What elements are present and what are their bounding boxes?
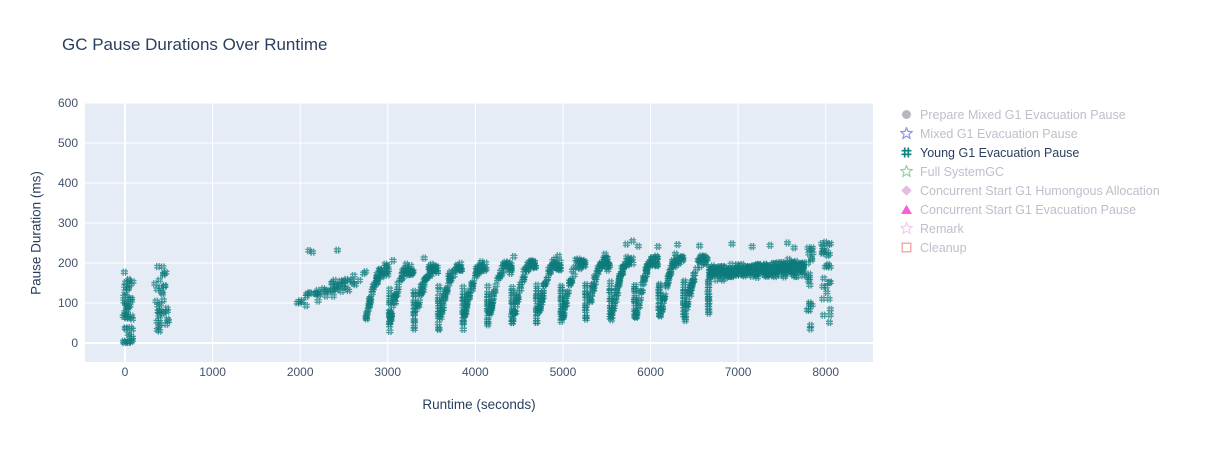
legend-item[interactable]: Remark: [898, 219, 1160, 238]
legend-item-label: Concurrent Start G1 Humongous Allocation: [920, 183, 1160, 198]
x-tick-label: 6000: [637, 365, 664, 379]
y-tick-label: 0: [71, 336, 78, 350]
plot-area[interactable]: [85, 103, 873, 362]
legend-item[interactable]: Prepare Mixed G1 Evacuation Pause: [898, 105, 1160, 124]
legend-item[interactable]: Cleanup: [898, 238, 1160, 257]
circle-fill-marker-icon: [898, 108, 914, 121]
x-tick-label: 3000: [374, 365, 402, 379]
legend: Prepare Mixed G1 Evacuation Pause Mixed G…: [898, 105, 1160, 257]
x-tick-label: 4000: [462, 365, 489, 379]
triangle-fill-marker-icon: [898, 203, 914, 216]
x-tick-label: 8000: [812, 365, 840, 379]
x-tick-label: 2000: [286, 365, 314, 379]
y-axis-title: Pause Duration (ms): [28, 171, 44, 295]
y-tick-label: 400: [57, 176, 78, 190]
square-open-marker-icon: [898, 241, 914, 254]
x-axis-title: Runtime (seconds): [422, 397, 536, 412]
legend-item-label: Full SystemGC: [920, 164, 1005, 179]
legend-item[interactable]: Concurrent Start G1 Evacuation Pause: [898, 200, 1160, 219]
chart-title: GC Pause Durations Over Runtime: [62, 35, 328, 54]
hash-marker-icon: [898, 146, 914, 159]
y-tick-label: 100: [57, 296, 78, 310]
star-open-marker-icon: [898, 165, 914, 178]
diamond-fill-marker-icon: [898, 184, 914, 197]
legend-item-label: Young G1 Evacuation Pause: [920, 145, 1080, 160]
legend-item-label: Concurrent Start G1 Evacuation Pause: [920, 202, 1137, 217]
x-tick-label: 0: [121, 365, 129, 379]
legend-item-label: Prepare Mixed G1 Evacuation Pause: [920, 107, 1126, 122]
y-tick-label: 500: [57, 136, 78, 150]
star-open-marker-icon: [898, 127, 914, 140]
legend-item-label: Cleanup: [920, 240, 967, 255]
x-tick-label: 5000: [549, 365, 577, 379]
x-tick-label: 7000: [724, 365, 752, 379]
x-tick-label: 1000: [199, 365, 226, 379]
legend-item[interactable]: Full SystemGC: [898, 162, 1160, 181]
legend-item[interactable]: Young G1 Evacuation Pause: [898, 143, 1160, 162]
y-tick-label: 300: [57, 216, 78, 230]
legend-item-label: Remark: [920, 221, 964, 236]
star-open-marker-icon: [898, 222, 914, 235]
y-tick-label: 200: [57, 256, 78, 270]
legend-item-label: Mixed G1 Evacuation Pause: [920, 126, 1078, 141]
legend-item[interactable]: Mixed G1 Evacuation Pause: [898, 124, 1160, 143]
y-tick-label: 600: [57, 96, 78, 110]
legend-item[interactable]: Concurrent Start G1 Humongous Allocation: [898, 181, 1160, 200]
